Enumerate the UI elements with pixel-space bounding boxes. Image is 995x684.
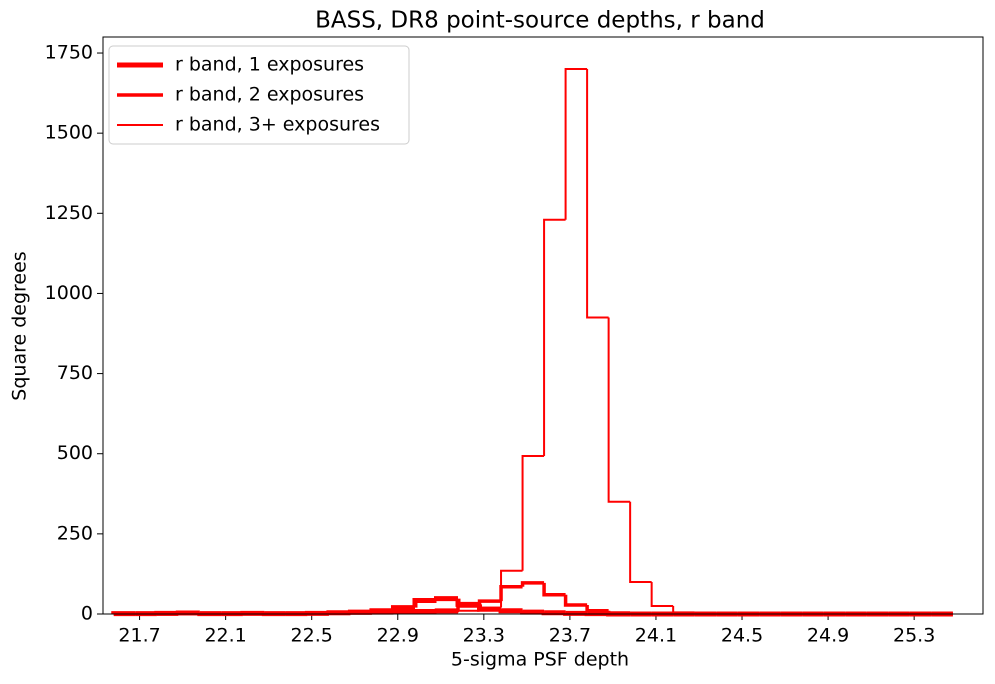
x-tick-label: 24.5: [721, 625, 763, 647]
y-tick-label: 250: [57, 522, 93, 544]
histogram-step: [523, 456, 545, 571]
histogram-step: [501, 571, 523, 608]
histogram-step: [501, 609, 523, 611]
y-tick-label: 1500: [45, 122, 93, 144]
x-tick-label: 24.9: [807, 625, 849, 647]
histogram-step: [566, 613, 588, 614]
histogram-step: [630, 502, 652, 582]
x-tick-label: 23.7: [549, 625, 591, 647]
legend-label: r band, 3+ exposures: [175, 114, 380, 136]
histogram-step: [673, 606, 695, 612]
y-tick-label: 750: [57, 362, 93, 384]
histogram-step: [523, 583, 545, 587]
histogram-step: [436, 612, 458, 613]
histogram-step: [415, 601, 437, 608]
x-tick-label: 22.9: [377, 625, 419, 647]
x-tick-label: 21.7: [118, 625, 160, 647]
histogram-step: [544, 583, 566, 595]
histogram-series: [114, 583, 953, 614]
histogram-step: [566, 595, 588, 605]
y-tick-label: 1000: [45, 282, 93, 304]
x-tick-label: 23.3: [463, 625, 505, 647]
histogram-step: [587, 69, 609, 317]
y-tick-label: 1250: [45, 202, 93, 224]
histogram-series: [114, 599, 953, 614]
histogram-step: [587, 605, 609, 611]
legend-label: r band, 1 exposures: [175, 54, 364, 76]
y-axis-label: Square degrees: [9, 251, 31, 400]
histogram-step: [436, 599, 458, 601]
histogram-step: [544, 220, 566, 456]
x-axis-label: 5-sigma PSF depth: [451, 649, 629, 671]
histogram-step: [415, 611, 437, 612]
histogram-step: [544, 612, 566, 613]
histogram-step: [652, 582, 674, 606]
histogram-step: [609, 317, 631, 501]
x-tick-label: 24.1: [635, 625, 677, 647]
histogram-step: [609, 611, 631, 613]
chart-title: BASS, DR8 point-source depths, r band: [315, 8, 765, 34]
legend-label: r band, 2 exposures: [175, 84, 364, 106]
x-tick-label: 25.3: [893, 625, 935, 647]
y-tick-label: 0: [81, 603, 93, 625]
histogram-step: [695, 612, 717, 613]
histogram-step: [436, 610, 458, 611]
histogram-step: [458, 599, 480, 605]
x-tick-label: 22.5: [291, 625, 333, 647]
histogram-step: [523, 611, 545, 612]
histogram-step: [566, 69, 588, 220]
histogram-step: [458, 611, 480, 613]
y-tick-label: 1750: [45, 42, 93, 64]
y-tick-label: 500: [57, 442, 93, 464]
histogram-step: [458, 606, 480, 610]
histogram-step: [501, 587, 523, 601]
histogram-step: [480, 601, 502, 606]
histogram-series: [114, 69, 953, 614]
x-tick-label: 22.1: [204, 625, 246, 647]
histogram-step: [393, 611, 415, 612]
